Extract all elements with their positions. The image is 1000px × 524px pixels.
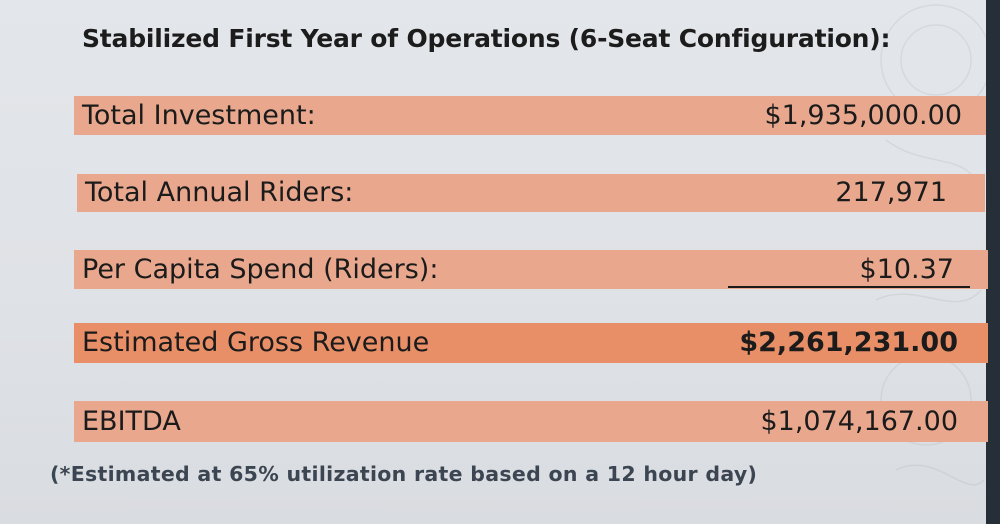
sum-underline [728, 286, 970, 288]
row-label: Per Capita Spend (Riders): [82, 253, 439, 285]
row-value: 217,971 [835, 176, 947, 208]
per-capita-spend-row: Per Capita Spend (Riders): $10.37 [74, 250, 988, 289]
total-investment-row: Total Investment: $1,935,000.00 [74, 96, 986, 135]
row-label: EBITDA [82, 405, 181, 437]
estimated-gross-revenue-row: Estimated Gross Revenue $2,261,231.00 [74, 323, 988, 363]
row-label: Estimated Gross Revenue [82, 326, 430, 358]
row-value: $1,074,167.00 [760, 405, 958, 437]
total-annual-riders-row: Total Annual Riders: 217,971 [77, 174, 985, 212]
page-title: Stabilized First Year of Operations (6-S… [82, 24, 891, 53]
row-value: $2,261,231.00 [739, 326, 958, 358]
footnote: (*Estimated at 65% utilization rate base… [50, 462, 758, 486]
row-value: $1,935,000.00 [764, 99, 962, 131]
right-edge-bar [986, 0, 1000, 524]
ebitda-row: EBITDA $1,074,167.00 [74, 401, 988, 442]
row-label: Total Investment: [82, 99, 316, 131]
row-value: $10.37 [859, 253, 954, 285]
row-label: Total Annual Riders: [85, 176, 354, 208]
